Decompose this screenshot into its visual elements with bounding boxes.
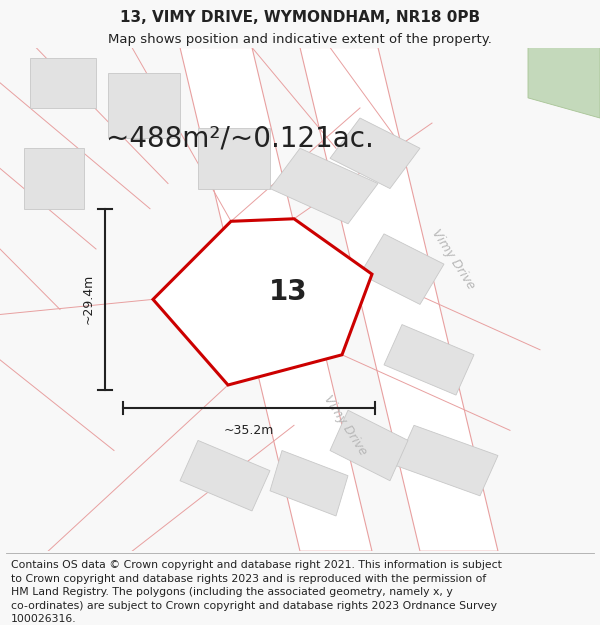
Text: Map shows position and indicative extent of the property.: Map shows position and indicative extent… [108, 33, 492, 46]
Text: 13, VIMY DRIVE, WYMONDHAM, NR18 0PB: 13, VIMY DRIVE, WYMONDHAM, NR18 0PB [120, 9, 480, 24]
Polygon shape [30, 58, 96, 108]
Text: ~29.4m: ~29.4m [82, 274, 95, 324]
Polygon shape [270, 451, 348, 516]
Text: Vimy Drive: Vimy Drive [321, 393, 369, 458]
Text: ~35.2m: ~35.2m [224, 424, 274, 437]
Polygon shape [300, 48, 498, 551]
Text: 13: 13 [269, 278, 307, 306]
Polygon shape [528, 48, 600, 118]
Polygon shape [180, 48, 372, 551]
Polygon shape [153, 219, 372, 385]
Polygon shape [24, 148, 84, 209]
Text: Vimy Drive: Vimy Drive [429, 227, 477, 291]
Polygon shape [384, 324, 474, 395]
Polygon shape [396, 425, 498, 496]
Text: Contains OS data © Crown copyright and database right 2021. This information is : Contains OS data © Crown copyright and d… [11, 560, 502, 624]
Polygon shape [330, 410, 408, 481]
Polygon shape [330, 118, 420, 189]
Polygon shape [108, 72, 180, 138]
Text: ~488m²/~0.121ac.: ~488m²/~0.121ac. [106, 124, 374, 152]
Polygon shape [360, 234, 444, 304]
Polygon shape [270, 148, 378, 224]
Polygon shape [180, 441, 270, 511]
Polygon shape [198, 128, 270, 189]
